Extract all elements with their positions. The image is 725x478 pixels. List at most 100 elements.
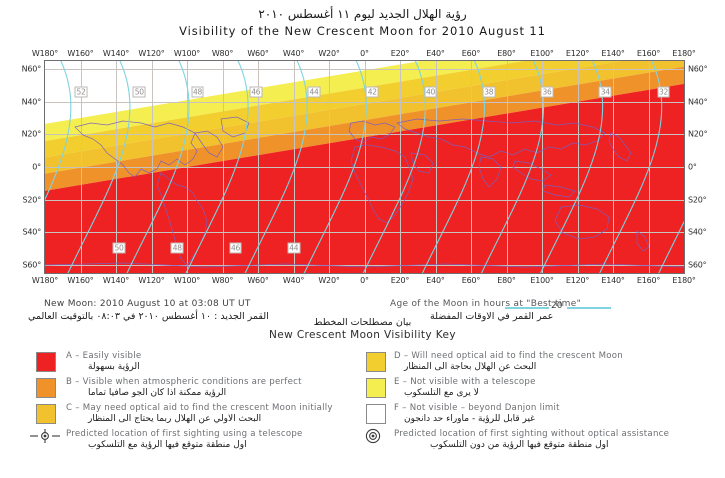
moon-age-contour-34 xyxy=(540,61,604,273)
x-tick-bottom-2: W140° xyxy=(102,276,130,285)
contour-label-52: 52 xyxy=(74,86,88,98)
legend-label-e-english: E – Not visible with a telescope xyxy=(394,377,536,387)
moon-age-contour-52 xyxy=(45,61,72,201)
x-tick-top-9: 0° xyxy=(360,49,369,58)
x-tick-bottom-15: E120° xyxy=(565,276,590,285)
moon-age-key-value: 20 xyxy=(551,301,563,311)
x-tick-top-8: W20° xyxy=(318,49,340,58)
x-tick-bottom-13: E80° xyxy=(497,276,516,285)
x-tick-bottom-1: W160° xyxy=(67,276,94,285)
contour-label-44: 44 xyxy=(307,86,321,98)
new-moon-caption-english: New Moon: 2010 August 10 at 03:08 UT UT xyxy=(44,299,251,309)
moon-age-contour-50 xyxy=(67,61,131,273)
coastline-layer xyxy=(45,116,684,268)
moon-age-caption-arabic: عمر القمر في الاوقات المفضلة xyxy=(430,311,554,322)
x-tick-bottom-7: W40° xyxy=(282,276,305,285)
x-tick-top-12: E60° xyxy=(461,49,481,58)
legend-label-d-english: D – Will need optical aid to find the cr… xyxy=(394,351,623,361)
legend-entry-f: F – Not visible – beyond Danjon limit غي… xyxy=(366,402,716,428)
moon-age-contour-38 xyxy=(421,61,485,273)
moon-age-contour-48 xyxy=(126,61,190,273)
x-tick-top-13: E80° xyxy=(497,49,516,58)
moon-age-caption-english: Age of the Moon in hours at "Best time" xyxy=(390,299,582,309)
contour-label-32: 32 xyxy=(657,86,670,98)
moon-age-contour-44 xyxy=(244,61,308,273)
legend-label-a-arabic: الرؤية بسهولة xyxy=(88,362,140,372)
x-tick-bottom-9: 0° xyxy=(360,276,369,285)
legend-swatch-e xyxy=(366,378,386,398)
legend-swatch-a xyxy=(36,352,56,372)
x-tick-top-17: E160° xyxy=(636,49,661,58)
legend-entry-a: A – Easily visible الرؤية بسهولة xyxy=(36,350,376,376)
moon-age-contour-46 xyxy=(185,61,249,273)
legend-entry-e: E – Not visible with a telescope لا يرى … xyxy=(366,376,716,402)
x-tick-bottom-17: E160° xyxy=(636,276,661,285)
legend-label-naked-eye-english: Predicted location of first sighting wit… xyxy=(394,429,670,439)
legend-swatch-b xyxy=(36,378,56,398)
x-tick-bottom-8: W20° xyxy=(318,276,340,285)
moon-age-contours xyxy=(45,61,684,273)
graticule-parallel xyxy=(45,101,684,103)
y-tick-right-5: S40° xyxy=(688,227,707,237)
graticule-parallel xyxy=(45,134,684,136)
x-tick-top-16: E140° xyxy=(601,49,625,58)
legend-label-telescope-english: Predicted location of first sighting usi… xyxy=(66,429,303,439)
moon-age-contour-30 xyxy=(658,220,684,273)
x-tick-bottom-16: E140° xyxy=(601,276,625,285)
x-tick-bottom-4: W100° xyxy=(173,276,201,285)
x-tick-bottom-14: E100° xyxy=(530,276,554,285)
contour-label-34: 34 xyxy=(598,86,612,98)
y-tick-right-1: N40° xyxy=(688,97,708,107)
y-tick-right-2: N20° xyxy=(688,129,708,139)
y-tick-right-0: N60° xyxy=(688,64,708,74)
contour-label-lower-44: 44 xyxy=(287,242,301,254)
key-title-english: New Crescent Moon Visibility Key xyxy=(268,329,456,341)
contour-label-lower-46: 46 xyxy=(229,242,242,254)
legend-swatch-c xyxy=(36,404,56,424)
x-tick-top-6: W60° xyxy=(247,49,269,58)
x-tick-top-4: W100° xyxy=(173,49,201,58)
x-tick-top-14: E100° xyxy=(530,49,554,58)
moon-age-contour-36 xyxy=(480,61,545,273)
legend-label-f-arabic: غير قابل للرؤية - ماوراء حد دانجون xyxy=(404,414,535,424)
legend-label-a-english: A – Easily visible xyxy=(66,351,142,361)
x-tick-top-15: E120° xyxy=(565,49,590,58)
y-tick-right-3: 0° xyxy=(688,162,697,172)
contour-label-lower-50: 50 xyxy=(112,242,126,254)
legend-column-right: D – Will need optical aid to find the cr… xyxy=(365,350,716,458)
legend-label-b-arabic: الرؤية ممكنة اذا كان الجو صافيا تماما xyxy=(88,388,227,398)
moon-age-key-sample: 20 xyxy=(505,301,623,312)
x-tick-top-0: W180° xyxy=(31,49,59,58)
title-english: Visibility of the New Crescent Moon for … xyxy=(179,24,546,38)
contour-label-50: 50 xyxy=(132,86,146,98)
chart-titles: رؤية الهلال الجديد ليوم ١١ أغسطس ٢٠١٠ Vi… xyxy=(0,6,725,39)
x-tick-top-1: W160° xyxy=(67,49,94,58)
y-tick-left-2: N20° xyxy=(21,129,42,139)
legend-label-telescope-arabic: اول منطقة متوقع فيها الرؤية مع التلسكوب xyxy=(88,440,247,450)
legend-entry-naked-eye-marker: Predicted location of first sighting wit… xyxy=(365,428,716,458)
moon-age-contour-32 xyxy=(599,61,663,273)
contour-label-38: 38 xyxy=(482,86,496,98)
x-tick-top-3: W120° xyxy=(138,49,165,58)
legend-swatch-d xyxy=(366,352,386,372)
contour-label-46: 46 xyxy=(249,86,263,98)
contour-label-40: 40 xyxy=(424,86,437,98)
key-title-arabic: بيان مصطلحات المخطط xyxy=(313,317,412,328)
graticule-parallel xyxy=(45,232,684,234)
x-tick-top-2: W140° xyxy=(102,49,130,58)
x-tick-bottom-6: W60° xyxy=(247,276,269,285)
legend-entry-d: D – Will need optical aid to find the cr… xyxy=(366,350,716,376)
concentric-circle-icon xyxy=(365,428,381,444)
legend-label-b-english: B – Visible when atmospheric conditions … xyxy=(66,377,302,387)
x-tick-bottom-5: W80° xyxy=(211,276,234,285)
x-tick-bottom-3: W120° xyxy=(138,276,165,285)
contour-label-48: 48 xyxy=(191,86,204,98)
legend-column-left: A – Easily visible الرؤية بسهولة B – Vis… xyxy=(30,350,376,458)
y-tick-left-4: S20° xyxy=(22,195,42,205)
x-tick-bottom-12: E60° xyxy=(461,276,481,285)
x-tick-top-11: E40° xyxy=(426,49,445,58)
x-tick-bottom-10: E20° xyxy=(390,276,410,285)
x-tick-bottom-11: E40° xyxy=(426,276,445,285)
x-tick-bottom-0: W180° xyxy=(31,276,59,285)
legend-label-c-arabic: البحث الاولي عن الهلال ربما يحتاج الى ال… xyxy=(88,414,262,424)
